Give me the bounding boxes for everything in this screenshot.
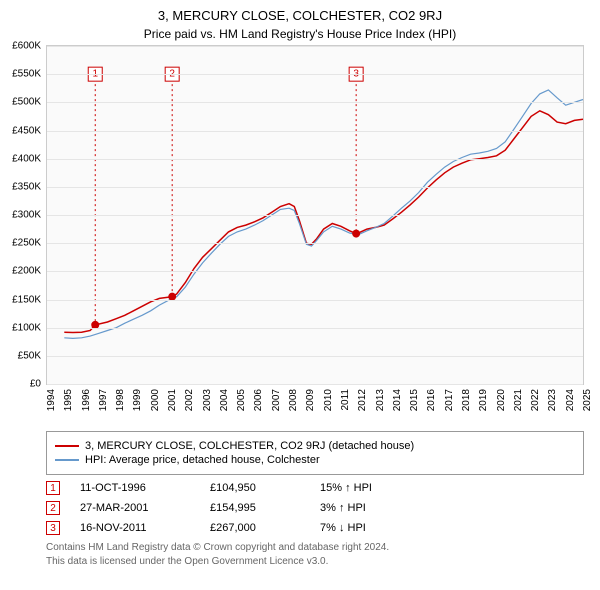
transaction-row-date: 11-OCT-1996	[80, 482, 210, 494]
gridline-h	[47, 74, 583, 75]
gridline-h	[47, 131, 583, 132]
transaction-row-price: £267,000	[210, 522, 320, 534]
gridline-h	[47, 46, 583, 47]
legend-item: 3, MERCURY CLOSE, COLCHESTER, CO2 9RJ (d…	[55, 440, 575, 452]
x-axis-label: 1995	[63, 389, 74, 411]
x-axis-label: 2002	[184, 389, 195, 411]
x-axis-label: 2004	[219, 389, 230, 411]
x-axis-label: 1994	[46, 389, 57, 411]
gridline-h	[47, 271, 583, 272]
x-axis-label: 2006	[253, 389, 264, 411]
x-axis-label: 1998	[115, 389, 126, 411]
x-axis-label: 2023	[547, 389, 558, 411]
title-subtitle: Price paid vs. HM Land Registry's House …	[0, 27, 600, 41]
y-axis-label: £100K	[12, 322, 41, 333]
transaction-row-date: 16-NOV-2011	[80, 522, 210, 534]
x-axis-label: 2010	[323, 389, 334, 411]
y-axis-label: £600K	[12, 41, 41, 52]
x-axis-label: 2003	[202, 389, 213, 411]
legend-swatch	[55, 459, 79, 461]
gridline-h	[47, 159, 583, 160]
transaction-row-delta: 7% ↓ HPI	[320, 522, 440, 534]
footer-attribution: Contains HM Land Registry data © Crown c…	[46, 541, 584, 569]
x-axis-label: 2024	[565, 389, 576, 411]
x-axis-label: 2009	[305, 389, 316, 411]
x-axis-label: 2017	[444, 389, 455, 411]
transaction-row-marker: 1	[46, 481, 60, 495]
y-axis-label: £450K	[12, 125, 41, 136]
gridline-h	[47, 187, 583, 188]
y-axis-label: £250K	[12, 238, 41, 249]
x-axis-label: 2014	[392, 389, 403, 411]
footer-line2: This data is licensed under the Open Gov…	[46, 555, 584, 569]
x-axis-label: 1999	[132, 389, 143, 411]
y-axis-label: £400K	[12, 153, 41, 164]
transaction-row-delta: 3% ↑ HPI	[320, 502, 440, 514]
y-axis-label: £550K	[12, 69, 41, 80]
title-block: 3, MERCURY CLOSE, COLCHESTER, CO2 9RJ Pr…	[0, 0, 600, 45]
gridline-h	[47, 215, 583, 216]
legend: 3, MERCURY CLOSE, COLCHESTER, CO2 9RJ (d…	[46, 431, 584, 475]
legend-label: 3, MERCURY CLOSE, COLCHESTER, CO2 9RJ (d…	[85, 440, 414, 452]
x-axis-label: 2001	[167, 389, 178, 411]
transaction-row-price: £154,995	[210, 502, 320, 514]
y-axis: £0£50K£100K£150K£200K£250K£300K£350K£400…	[1, 46, 45, 384]
x-axis-label: 2016	[426, 389, 437, 411]
title-address: 3, MERCURY CLOSE, COLCHESTER, CO2 9RJ	[0, 8, 600, 23]
x-axis-label: 2025	[582, 389, 593, 411]
x-axis-label: 2015	[409, 389, 420, 411]
transaction-row-price: £104,950	[210, 482, 320, 494]
transaction-row-date: 27-MAR-2001	[80, 502, 210, 514]
gridline-h	[47, 243, 583, 244]
y-axis-label: £0	[30, 379, 41, 390]
x-axis-label: 2008	[288, 389, 299, 411]
x-axis-label: 2013	[375, 389, 386, 411]
transaction-row: 1 11-OCT-1996£104,95015% ↑ HPI	[46, 481, 584, 495]
x-axis-label: 1996	[81, 389, 92, 411]
gridline-h	[47, 328, 583, 329]
gridline-h	[47, 356, 583, 357]
x-axis-label: 2012	[357, 389, 368, 411]
x-axis-label: 2000	[150, 389, 161, 411]
chart-plot-area: £0£50K£100K£150K£200K£250K£300K£350K£400…	[46, 45, 584, 385]
footer-line1: Contains HM Land Registry data © Crown c…	[46, 541, 584, 555]
transaction-row-delta: 15% ↑ HPI	[320, 482, 440, 494]
x-axis-label: 2018	[461, 389, 472, 411]
transaction-dot	[352, 230, 360, 238]
y-axis-label: £200K	[12, 266, 41, 277]
gridline-h	[47, 300, 583, 301]
y-axis-label: £150K	[12, 294, 41, 305]
x-axis-label: 2007	[271, 389, 282, 411]
y-axis-label: £350K	[12, 181, 41, 192]
transactions-table: 1 11-OCT-1996£104,95015% ↑ HPI 2 27-MAR-200…	[46, 481, 584, 535]
transaction-row: 2 27-MAR-2001£154,9953% ↑ HPI	[46, 501, 584, 515]
y-axis-label: £300K	[12, 210, 41, 221]
x-axis-label: 2019	[478, 389, 489, 411]
transaction-row-marker: 3	[46, 521, 60, 535]
x-axis-label: 2011	[340, 389, 351, 411]
y-axis-label: £50K	[18, 350, 41, 361]
legend-item: HPI: Average price, detached house, Colc…	[55, 454, 575, 466]
x-axis-label: 2020	[496, 389, 507, 411]
legend-swatch	[55, 445, 79, 447]
x-axis-label: 2005	[236, 389, 247, 411]
x-axis-label: 2021	[513, 389, 524, 411]
legend-label: HPI: Average price, detached house, Colc…	[85, 454, 320, 466]
gridline-h	[47, 102, 583, 103]
x-axis: 1994 1995 1996 1997 1998 1999 2000 2001 2002 2003…	[46, 385, 584, 421]
transaction-row: 3 16-NOV-2011£267,0007% ↓ HPI	[46, 521, 584, 535]
x-axis-label: 1997	[98, 389, 109, 411]
transaction-row-marker: 2	[46, 501, 60, 515]
y-axis-label: £500K	[12, 97, 41, 108]
x-axis-label: 2022	[530, 389, 541, 411]
chart-container: 3, MERCURY CLOSE, COLCHESTER, CO2 9RJ Pr…	[0, 0, 600, 569]
